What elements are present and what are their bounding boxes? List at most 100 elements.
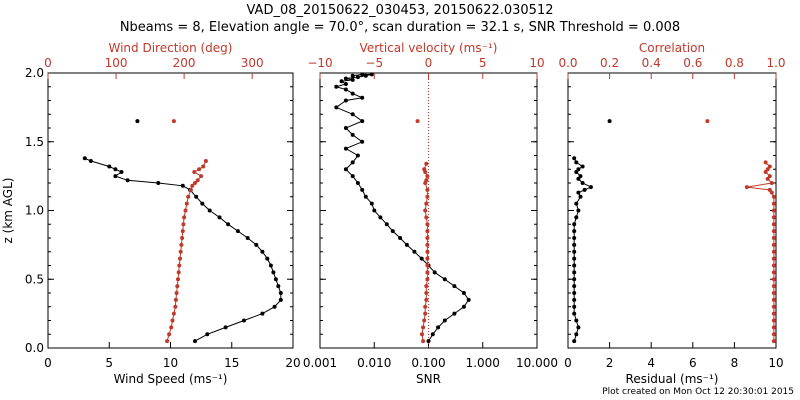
correlation-point [769,181,774,185]
x-tick-label-top: −10 [307,56,332,70]
x-tick-label-bottom: 10 [768,356,783,370]
wind-direction-point [179,242,184,247]
wind-speed-point [107,164,112,169]
vertical-velocity-point [425,187,430,192]
snr-point [452,284,457,289]
snr-point [343,146,348,151]
wind-speed-point [242,318,246,323]
x-tick-label-top: 0.2 [600,56,619,70]
snr-point [432,270,437,275]
residual-point [588,185,593,190]
snr-point [404,242,409,247]
wind-speed-point [194,194,199,199]
snr-point [390,229,395,234]
wind-direction-point [188,187,193,192]
correlation-point [763,160,768,165]
snr-point [466,297,471,302]
wind-direction-point [181,222,186,227]
x-tick-label-top: 0.0 [558,56,577,70]
wind-direction-point [174,291,179,295]
snr-point [355,181,360,185]
snr-point [343,98,348,103]
wind-direction-point [176,277,180,282]
y-tick-label: 0.0 [25,341,44,355]
residual-point [572,311,577,316]
snr-point [360,72,365,77]
correlation-point [771,318,776,323]
wind-speed-isolated-point [135,119,140,124]
vertical-velocity-point [422,167,427,172]
snr-point [360,139,365,144]
correlation-point [767,164,772,169]
x-tick-label-bottom: 6 [689,356,697,370]
correlation-point [765,167,770,172]
vertical-velocity-point [424,215,429,220]
wind-speed-point [260,249,265,254]
correlation-point [771,201,776,206]
snr-point [378,215,383,220]
x-tick-label-bottom: 5 [105,356,113,370]
wind-direction-point [197,167,202,172]
wind-direction-point [178,256,182,261]
residual-point [572,297,577,302]
panel-1-frame [47,72,294,349]
wind-direction-point [170,318,175,323]
x-tick-label-top: 5 [479,56,487,70]
correlation-point [771,229,776,234]
vertical-velocity-point [424,201,429,206]
residual-point [572,277,577,282]
residual-point [578,174,583,179]
snr-point [334,84,339,89]
residual-point [574,170,579,174]
wind-speed-point [156,181,161,185]
snr-point [398,236,403,240]
residual-point [572,222,577,227]
vertical-velocity-point [425,222,430,227]
wind-speed-point [272,304,277,309]
residual-point [574,201,579,206]
residual-point [580,164,585,169]
figure-title-line1: VAD_08_20150622_030453, 20150622.030512 [246,3,554,18]
x-tick-label-top: 0 [44,56,52,70]
residual-point [572,270,577,275]
residual-point [574,160,579,165]
wind-speed-point [207,208,212,213]
correlation-point [771,249,776,254]
correlation-point [771,277,776,282]
residual-point [572,263,577,268]
vertical-velocity-isolated-point [415,119,420,124]
snr-point [350,91,355,96]
wind-direction-point [201,164,206,169]
vertical-velocity-point [421,325,426,330]
vertical-velocity-point [422,318,427,323]
residual-point [576,176,581,181]
residual-point [572,249,577,254]
x-tick-label-bottom: 0.100 [411,356,445,370]
snr-point [461,291,466,295]
residual-isolated-point [607,119,612,124]
snr-point [334,105,339,110]
x-tick-label-bottom: 20 [285,356,300,370]
residual-point [576,167,581,172]
snr-point [363,194,368,199]
x-tick-label-bottom: 10.000 [516,356,558,370]
residual-point [574,215,579,220]
wind-direction-point [180,236,185,240]
snr-point [350,174,355,179]
residual-line [573,158,593,342]
snr-point [436,325,441,330]
x-tick-label-top: 0 [425,56,433,70]
correlation-point [771,263,776,268]
wind-direction-point [171,311,176,316]
correlation-point [763,170,768,174]
vertical-velocity-point [420,332,424,337]
vertical-velocity-point [425,256,430,261]
wind-speed-point [260,311,265,316]
x-tick-label-bottom: 0.010 [357,356,391,370]
wind-speed-point [180,183,185,188]
snr-point [350,160,355,165]
snr-point [442,318,447,323]
snr-point [419,256,424,261]
wind-speed-point [273,277,278,282]
